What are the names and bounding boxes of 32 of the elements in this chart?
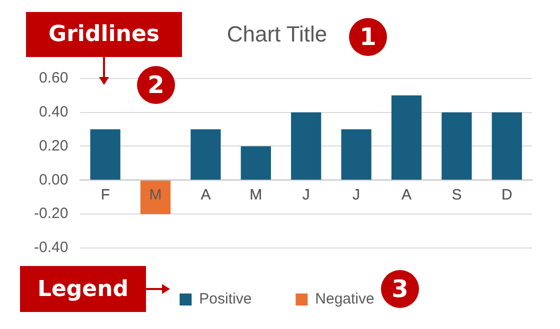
x-tick-label: S — [452, 186, 462, 204]
bar — [291, 112, 322, 180]
bar — [140, 180, 171, 214]
y-tick-label: 0.60 — [38, 70, 68, 87]
annotation: 2 — [137, 66, 175, 104]
x-tick-label: M — [149, 186, 162, 204]
x-tick-label: A — [200, 186, 211, 204]
bar — [492, 112, 522, 180]
x-tick-label: F — [100, 186, 110, 204]
bar — [240, 146, 271, 180]
y-tick-label: -0.20 — [34, 205, 68, 222]
x-tick-label: A — [401, 186, 412, 204]
text: 1 — [349, 18, 387, 56]
x-tick-label: D — [501, 186, 512, 204]
text: 3 — [381, 270, 419, 308]
bar — [190, 129, 221, 180]
x-tick-label: J — [352, 186, 360, 204]
legend-label: Negative — [315, 290, 374, 308]
bar — [90, 129, 120, 180]
text: Legend — [20, 266, 146, 312]
text: Gridlines — [26, 12, 182, 57]
x-tick-label: M — [250, 186, 262, 204]
y-tick-label: 0.00 — [38, 171, 68, 188]
y-tick-label: 0.20 — [38, 137, 68, 154]
y-tick-label: -0.40 — [34, 239, 68, 256]
y-tick-label: 0.40 — [38, 103, 68, 120]
chart-title: Chart Title — [226, 21, 328, 46]
bar — [442, 112, 472, 180]
bar — [391, 95, 422, 180]
x-tick-label: J — [302, 186, 310, 204]
bar — [341, 129, 372, 180]
legend-label: Positive — [199, 290, 252, 308]
